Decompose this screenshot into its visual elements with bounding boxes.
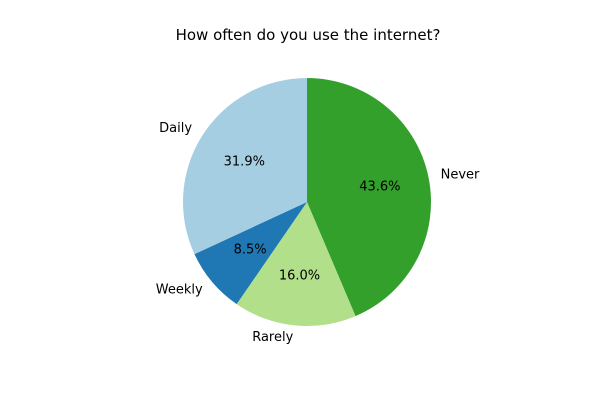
pct-label-never: 43.6% — [359, 180, 400, 195]
slice-label-rarely: Rarely — [252, 330, 293, 345]
pie-slices — [182, 78, 432, 327]
pie-slice-rarely — [236, 202, 356, 327]
pct-label-weekly: 8.5% — [234, 242, 267, 257]
pct-label-rarely: 16.0% — [279, 269, 320, 284]
pie-slice-weekly — [194, 202, 307, 305]
chart-title: How often do you use the internet? — [176, 26, 441, 44]
slice-label-daily: Daily — [159, 121, 192, 136]
pie-labels: Never 43.6% Rarely 16.0% Weekly 8.5% Daily 31.9… — [156, 121, 480, 345]
pct-label-daily: 31.9% — [224, 154, 265, 169]
slice-label-weekly: Weekly — [156, 282, 203, 297]
pie-slice-never — [307, 78, 432, 317]
pie-slice-daily — [182, 78, 307, 255]
slice-label-never: Never — [441, 167, 480, 182]
